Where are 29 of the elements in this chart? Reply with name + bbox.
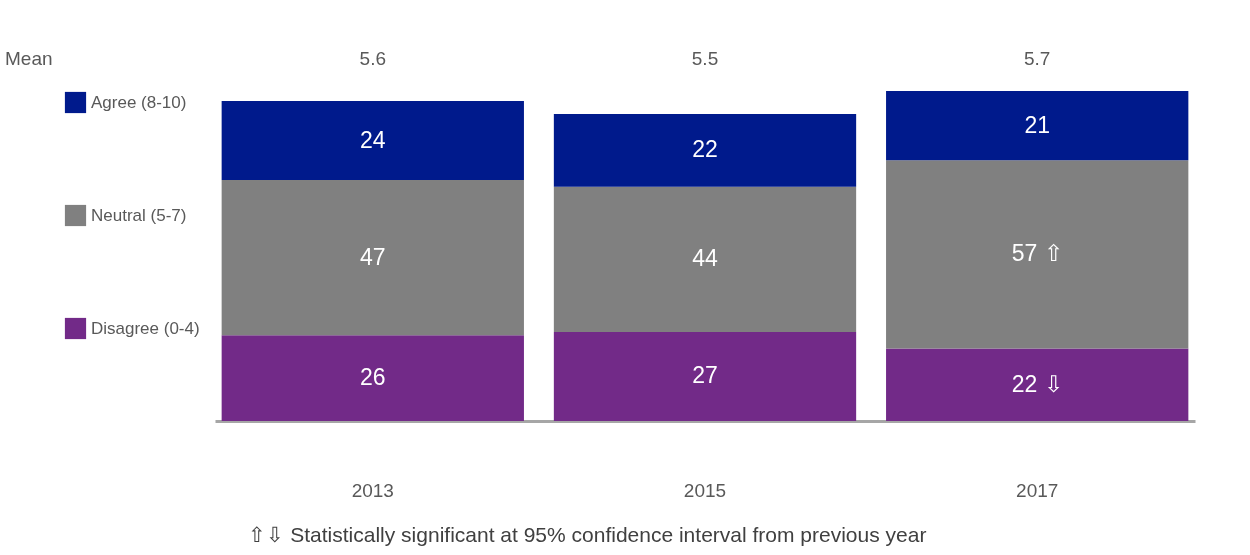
bar	[221, 180, 524, 336]
text: 5.6	[359, 48, 387, 69]
text: 5.7	[1023, 48, 1051, 69]
data-label: 44	[692, 245, 718, 272]
data-label: 22	[692, 136, 718, 163]
x-tick-label: 2017	[1016, 479, 1059, 501]
data-label: 22 ⇩	[1011, 370, 1063, 397]
text: 5.5	[691, 48, 719, 69]
legend-label: Disagree (0-4)	[91, 318, 200, 338]
data-label: 26	[360, 364, 386, 391]
text: Mean	[5, 48, 53, 69]
legend-label: Agree (8-10)	[91, 92, 187, 112]
bar	[221, 100, 524, 181]
text: ⇧⇩ Statistically significant at 95% confidence interval from previous year	[248, 523, 927, 546]
data-label: 24	[360, 126, 386, 153]
data-label: 47	[360, 243, 386, 270]
bar	[221, 335, 524, 421]
data-label: 57 ⇧	[1011, 240, 1063, 267]
data-label: 27	[692, 362, 718, 389]
data-label: 21	[1024, 111, 1050, 138]
x-tick-label: 2013	[351, 479, 394, 501]
x-tick-label: 2015	[683, 479, 727, 501]
bar	[886, 91, 1189, 161]
bar	[553, 114, 857, 187]
bar	[886, 348, 1189, 421]
bar	[886, 160, 1189, 349]
bar	[553, 331, 857, 421]
bar	[553, 186, 857, 332]
legend-label: Neutral (5-7)	[91, 205, 187, 225]
